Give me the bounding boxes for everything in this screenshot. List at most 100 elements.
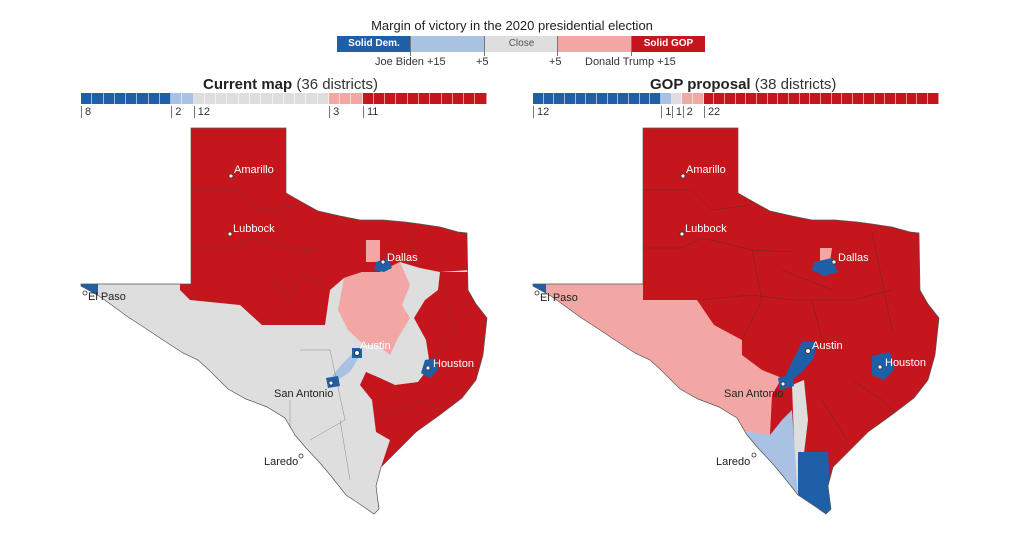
district-count-lean-gop: 3 <box>329 106 339 118</box>
city-markers-current: Amarillo Lubbock Dallas El Paso Austin H… <box>82 164 474 468</box>
district-cell-close <box>249 93 262 104</box>
district-cell-solid-dem <box>543 93 555 104</box>
legend-tick-trump: Donald Trump +15 <box>585 56 676 68</box>
district-cell-solid-gop <box>874 93 886 104</box>
city-dot-elpaso <box>82 290 88 296</box>
city-dot-lubbock <box>227 231 233 237</box>
panel-title-current: Current map (36 districts) <box>203 76 378 93</box>
district-cell-solid-gop <box>821 93 832 104</box>
city-label-amarillo: Amarillo <box>234 164 274 176</box>
region-lean-gop-dallas-proposal <box>820 248 832 262</box>
district-cell-solid-gop <box>703 93 715 104</box>
legend-bar: Solid Dem. Close Solid GOP <box>337 36 705 52</box>
district-cell-solid-gop <box>895 93 907 104</box>
district-cell-solid-dem <box>159 93 172 104</box>
district-cell-solid-dem <box>114 93 127 104</box>
district-cell-close <box>238 93 250 104</box>
city-dot-houston <box>877 364 883 370</box>
district-cell-solid-dem <box>629 93 640 104</box>
region-lean-gop-dallas-current <box>366 240 380 262</box>
district-cell-close <box>193 93 205 104</box>
city-dot-houston <box>425 365 431 371</box>
city-dot-sanantonio <box>328 380 334 386</box>
region-dem-houston-proposal <box>872 352 894 380</box>
district-cell-solid-dem <box>618 93 630 104</box>
district-cell-solid-gop <box>767 93 779 104</box>
district-cell-solid-gop <box>714 93 726 104</box>
district-cell-solid-gop <box>373 93 386 104</box>
city-dot-dallas <box>380 259 386 265</box>
city-label-lubbock: Lubbock <box>233 223 275 235</box>
city-dot-austin <box>354 350 360 356</box>
city-label-laredo: Laredo <box>264 456 298 468</box>
city-label-sanantonio: San Antonio <box>274 388 333 400</box>
district-cell-solid-dem <box>597 93 608 104</box>
district-cell-solid-dem <box>103 93 115 104</box>
district-cell-close <box>306 93 318 104</box>
panel-title-sub: (36 districts) <box>296 76 379 93</box>
district-cell-solid-gop <box>407 93 419 104</box>
district-count-close: 1 <box>671 106 682 118</box>
district-cell-solid-gop <box>464 93 476 104</box>
city-label-austin: Austin <box>812 340 843 352</box>
district-cell-solid-gop <box>430 93 442 104</box>
legend-lean-dem <box>411 36 485 52</box>
district-cell-lean-gop <box>328 93 341 104</box>
district-count-solid-dem: 8 <box>81 106 91 118</box>
district-cell-solid-gop <box>362 93 374 104</box>
district-cell-close <box>317 93 329 104</box>
district-count-solid-gop: 11 <box>362 106 378 118</box>
district-cell-solid-dem <box>575 93 587 104</box>
panel-title-main: Current map <box>203 76 293 93</box>
legend-tick-biden: Joe Biden +15 <box>375 56 446 68</box>
district-cell-solid-dem <box>148 93 160 104</box>
district-cell-solid-gop <box>831 93 843 104</box>
district-cell-solid-dem <box>554 93 566 104</box>
region-dem-dallas-proposal <box>812 258 838 276</box>
district-cell-lean-gop <box>682 93 694 104</box>
district-cell-close <box>295 93 307 104</box>
city-label-sanantonio: San Antonio <box>724 388 783 400</box>
district-cell-solid-dem <box>81 93 93 104</box>
legend-solid-gop: Solid GOP <box>632 36 705 52</box>
district-cell-solid-dem <box>639 93 651 104</box>
district-cell-solid-gop <box>725 93 736 104</box>
district-cell-solid-gop <box>789 93 800 104</box>
district-lines-proposal <box>643 189 903 441</box>
panel-title-sub: (38 districts) <box>754 76 837 93</box>
city-label-elpaso: El Paso <box>540 292 578 304</box>
district-cell-solid-dem <box>137 93 149 104</box>
district-cell-close <box>671 93 683 104</box>
district-cell-close <box>204 93 217 104</box>
district-cell-solid-gop <box>418 93 431 104</box>
legend-close: Close <box>485 36 558 52</box>
legend-tickline <box>484 36 485 56</box>
city-dot-elpaso <box>534 290 540 296</box>
region-lean-gop-current <box>338 262 410 355</box>
city-markers-proposal: Amarillo Lubbock Dallas El Paso Austin H… <box>534 164 926 468</box>
district-cell-lean-dem <box>171 93 183 104</box>
panel-title-proposal: GOP proposal (38 districts) <box>650 76 836 93</box>
district-cell-solid-gop <box>842 93 854 104</box>
district-cell-solid-gop <box>441 93 453 104</box>
district-count-lean-dem: 2 <box>171 106 181 118</box>
district-cell-solid-dem <box>565 93 576 104</box>
district-cell-solid-gop <box>452 93 465 104</box>
district-count-solid-gop: 22 <box>703 106 720 118</box>
city-dot-amarillo <box>228 173 234 179</box>
region-lean-gop-west-proposal <box>533 280 782 435</box>
city-label-laredo: Laredo <box>716 456 750 468</box>
district-cell-close <box>227 93 239 104</box>
district-cell-solid-gop <box>799 93 811 104</box>
district-cell-lean-dem <box>661 93 672 104</box>
city-label-houston: Houston <box>433 358 474 370</box>
district-cell-solid-gop <box>853 93 864 104</box>
panel-title-main: GOP proposal <box>650 76 751 93</box>
district-cell-close <box>272 93 284 104</box>
legend-lean-gop <box>558 36 632 52</box>
district-cell-solid-gop <box>810 93 822 104</box>
district-count-bar-proposal <box>533 93 939 104</box>
district-cell-solid-gop <box>863 93 875 104</box>
legend-title: Margin of victory in the 2020 presidenti… <box>371 18 653 33</box>
district-cell-close <box>216 93 228 104</box>
